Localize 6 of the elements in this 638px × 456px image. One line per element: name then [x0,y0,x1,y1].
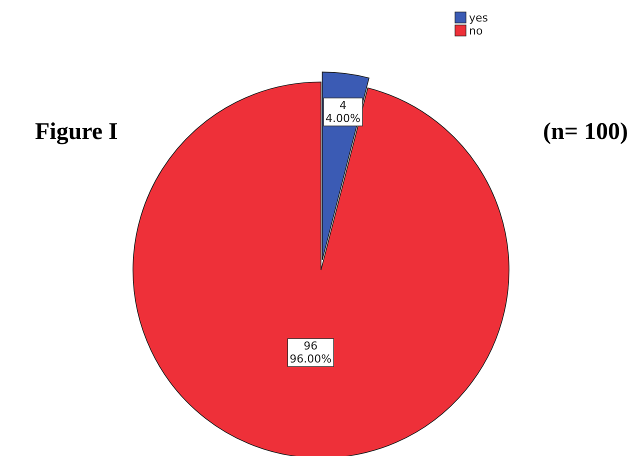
legend-label: no [469,24,483,38]
text: (n= 100) [542,119,628,145]
data-label: 4 4.00% [326,98,361,125]
legend-label: yes [469,12,488,24]
data-label: 96 96.00% [290,340,332,366]
text: Figure I [35,119,118,145]
